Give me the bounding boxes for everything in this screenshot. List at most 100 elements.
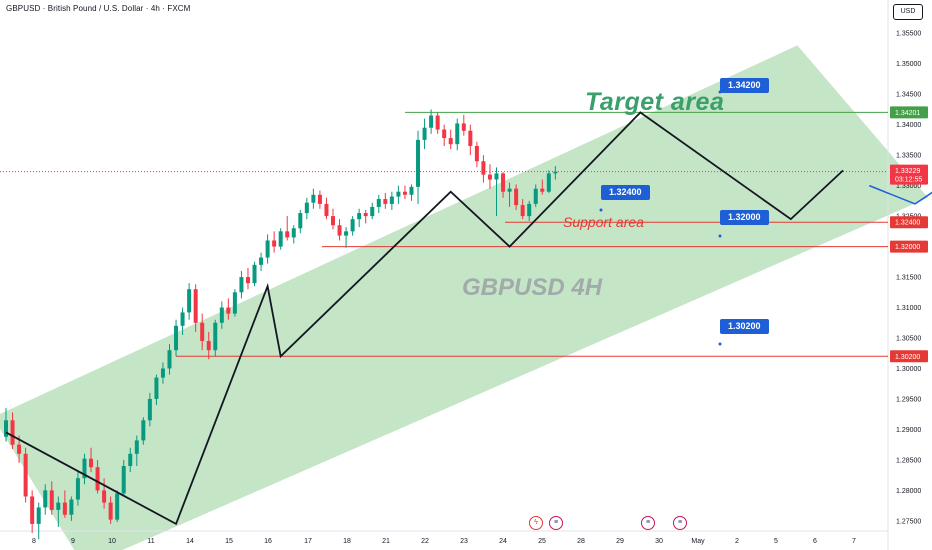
candle-body [265, 240, 270, 258]
price-tag-label: 1.32400 [895, 220, 920, 227]
candle-body [187, 289, 192, 313]
time-tick-label: 29 [616, 538, 624, 545]
candle-body [154, 377, 159, 399]
zigzag-line [5, 111, 844, 526]
candle-body [409, 186, 414, 195]
time-tick-label: 10 [108, 538, 116, 545]
price-tag [890, 350, 928, 363]
candle-body [128, 453, 133, 466]
projection-path [869, 184, 932, 205]
candle-body [56, 502, 61, 510]
candle-body [219, 307, 224, 323]
time-tick-label: 23 [460, 538, 468, 545]
candle-body [141, 420, 146, 441]
candle-body [370, 206, 375, 217]
time-tick-label: 6 [813, 538, 817, 545]
candle-body [448, 138, 453, 145]
candle-body [239, 277, 244, 293]
us-flag-event-icon[interactable]: ≡ [673, 516, 687, 530]
time-tick-label: 14 [186, 538, 194, 545]
candle-body [259, 257, 264, 265]
candle-body [36, 507, 41, 524]
candle-body [546, 173, 551, 192]
current-price-tag [890, 164, 928, 185]
candle-body [278, 231, 283, 247]
candle-body [43, 490, 48, 508]
candle-body [10, 420, 15, 445]
price-tick-label: 1.34000 [896, 122, 921, 129]
candle-body [4, 420, 8, 437]
candle-body [317, 194, 322, 204]
candle-body [108, 502, 113, 520]
callout-anchor [718, 342, 722, 346]
callout-support-low[interactable]: 1.32000 [720, 210, 769, 225]
candle-body [49, 490, 54, 510]
symbol-title: GBPUSD · British Pound / U.S. Dollar · 4… [6, 4, 191, 13]
candle-body [553, 171, 558, 174]
price-tick-label: 1.28500 [896, 457, 921, 464]
price-tick-label: 1.29000 [896, 427, 921, 434]
candle-body [272, 240, 277, 247]
candle-body [442, 129, 447, 139]
price-tag [890, 216, 928, 229]
time-tick-label: 24 [499, 538, 507, 545]
candle-body [115, 493, 120, 520]
time-tick-label: May [691, 538, 705, 545]
time-tick-label: 18 [343, 538, 351, 545]
callout-target[interactable]: 1.34200 [720, 78, 769, 93]
candle-body [206, 341, 211, 351]
callout-support-high[interactable]: 1.32400 [601, 185, 650, 200]
price-tick-label: 1.35500 [896, 31, 921, 38]
candle-body [226, 307, 231, 314]
candle-body [344, 231, 349, 236]
candle-body [30, 496, 35, 524]
candle-body [383, 199, 388, 204]
currency-button[interactable]: USD [893, 4, 923, 20]
candle-body [200, 322, 205, 342]
candle-body [304, 202, 309, 214]
candle-body [461, 123, 466, 131]
support-area-label: Support area [563, 214, 644, 230]
candle-body [69, 499, 74, 515]
candle-body [147, 398, 152, 421]
candle-body [422, 127, 427, 140]
candle-body [527, 203, 532, 217]
time-tick-label: 25 [538, 538, 546, 545]
us-flag-event-icon[interactable]: ≡ [641, 516, 655, 530]
candle-body [213, 322, 218, 351]
candle-body [507, 188, 512, 192]
uk-flag-event-icon[interactable]: ≡ [549, 516, 563, 530]
countdown-label: 03:12:55 [895, 177, 922, 184]
target-area-label: Target area [585, 88, 725, 116]
price-tag [890, 106, 928, 119]
candle-body [520, 205, 525, 217]
candle-body [75, 478, 80, 500]
candle-body [468, 130, 473, 146]
price-tick-label: 1.31000 [896, 305, 921, 312]
candle-body [337, 225, 342, 236]
candle-body [95, 467, 100, 491]
time-tick-label: 2 [735, 538, 739, 545]
price-tick-label: 1.35000 [896, 61, 921, 68]
candle-body [291, 228, 296, 238]
chart-watermark: GBPUSD 4H [462, 274, 603, 301]
candle-body [298, 213, 303, 229]
time-tick-label: 28 [577, 538, 585, 545]
flash-event-icon[interactable]: ϟ [529, 516, 543, 530]
candle-body [396, 191, 401, 197]
price-tick-label: 1.30500 [896, 336, 921, 343]
candle-body [540, 188, 545, 192]
candle-body [481, 161, 486, 175]
time-tick-label: 7 [852, 538, 856, 545]
time-tick-label: 15 [225, 538, 233, 545]
candle-body [350, 219, 355, 232]
candle-body [331, 216, 335, 226]
callout-deep-support[interactable]: 1.30200 [720, 319, 769, 334]
candle-body [174, 325, 179, 351]
price-tag-label: 1.32000 [895, 244, 920, 251]
candle-body [180, 312, 185, 326]
callout-anchor [599, 208, 603, 212]
candle-body [402, 191, 407, 195]
